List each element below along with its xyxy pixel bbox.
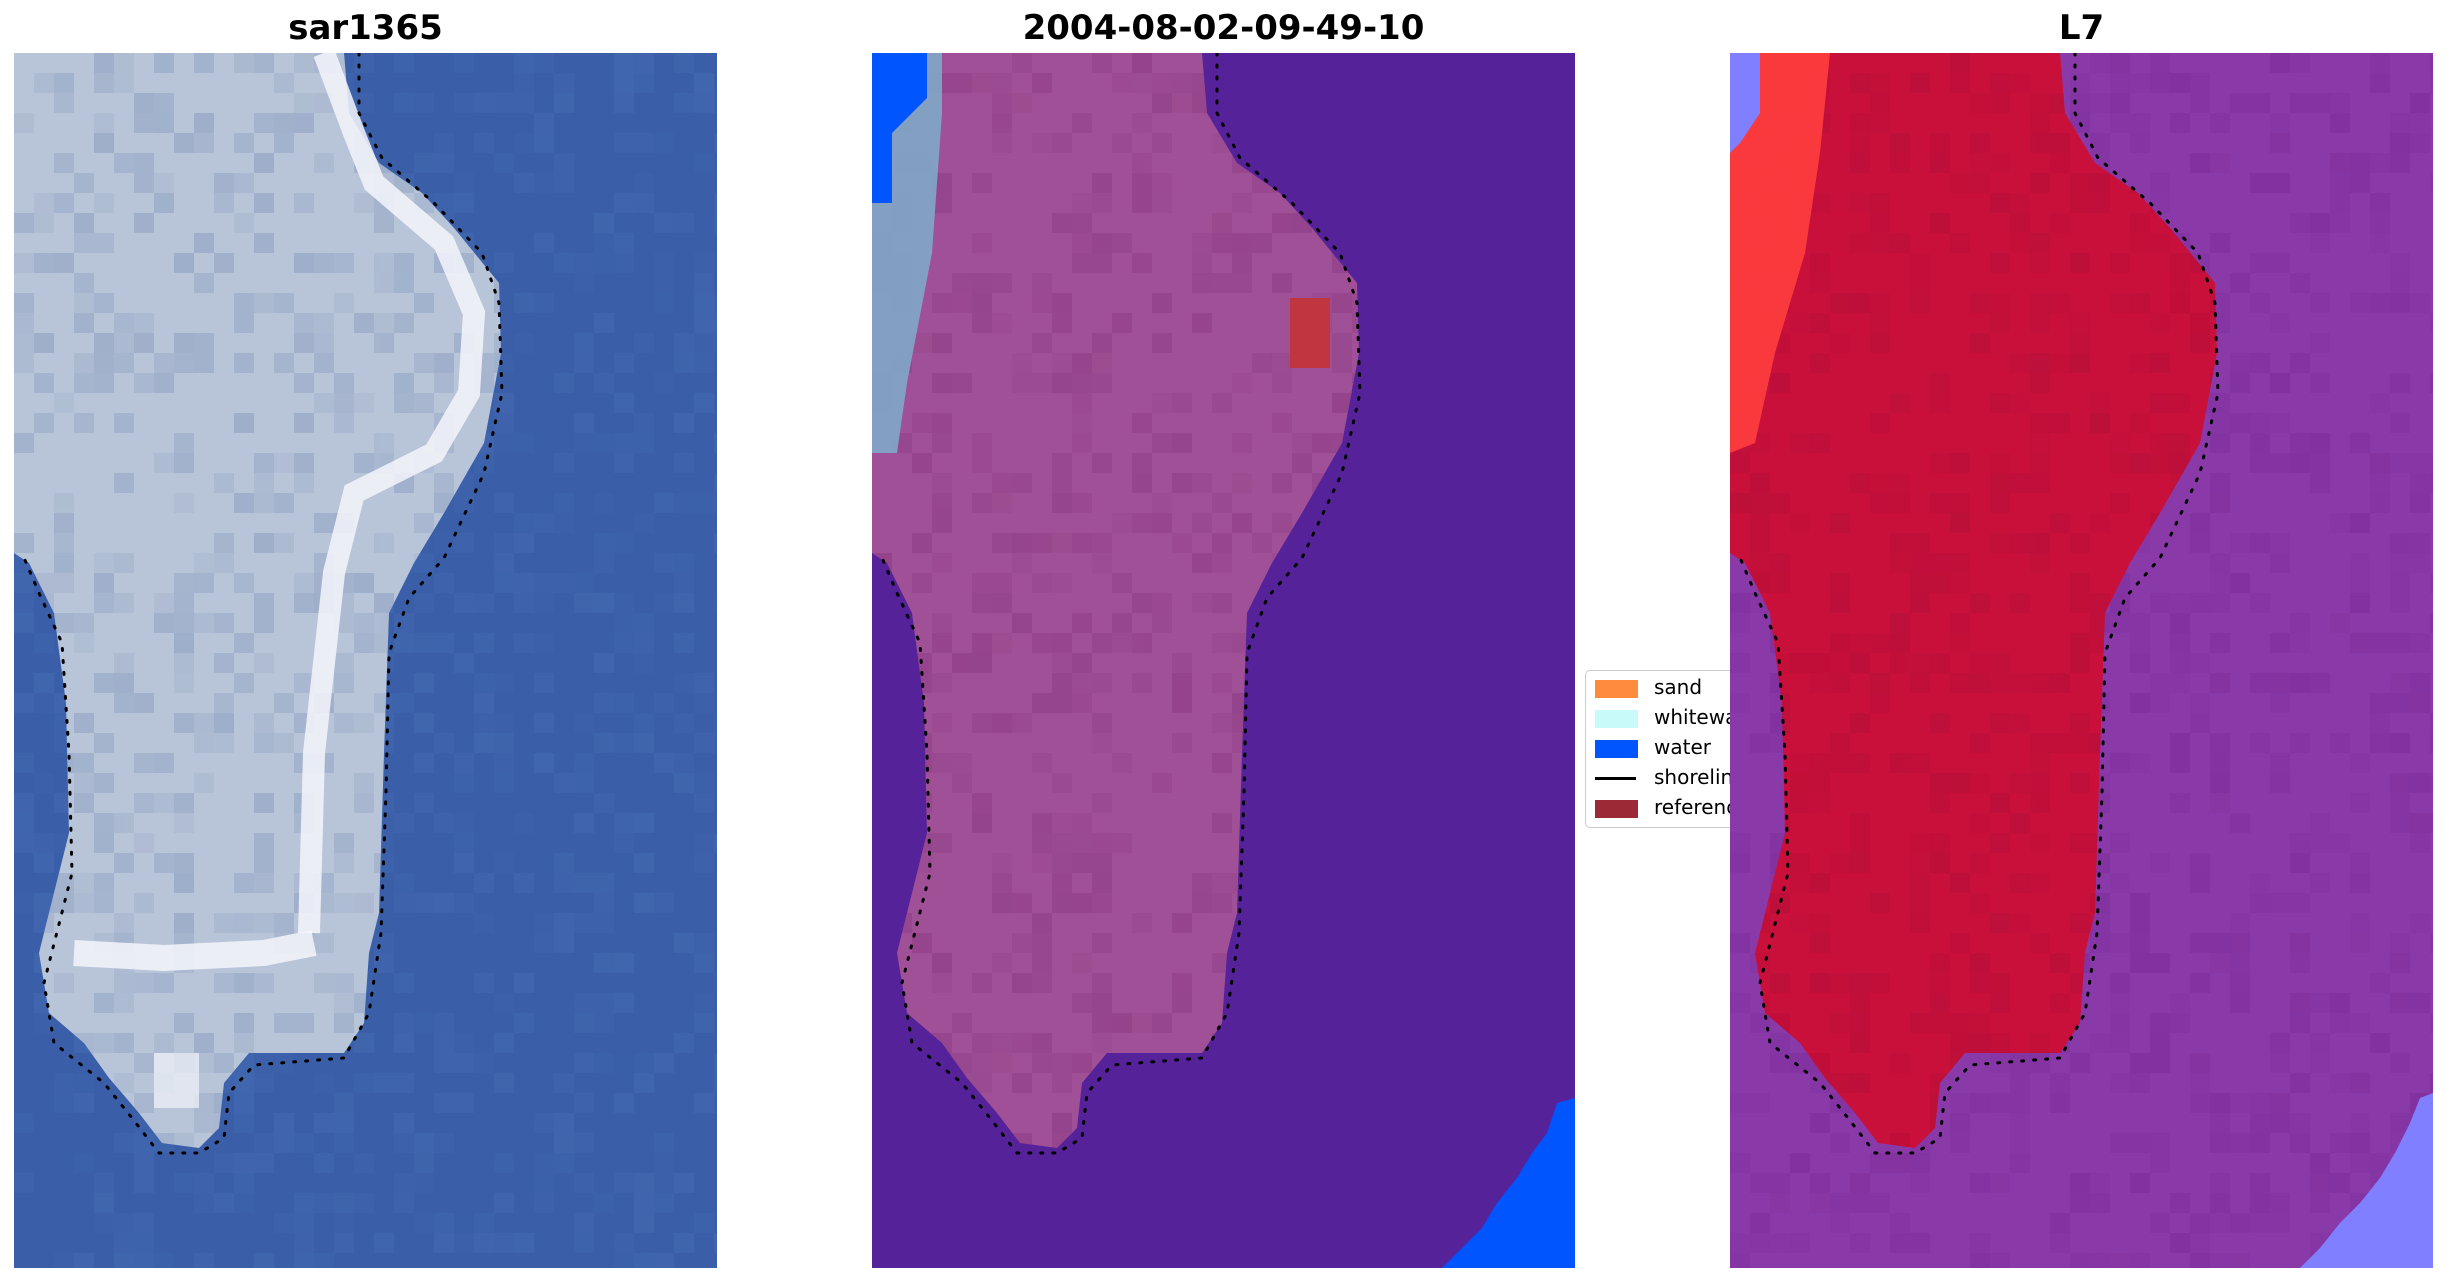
- island-area: [14, 53, 501, 1148]
- shoreline-dots: [878, 53, 1362, 1155]
- legend-swatch-reference-shoreline: [1595, 800, 1638, 818]
- legend-item-shoreline: shoreline: [1586, 763, 1730, 791]
- legend-swatch-water: [1595, 740, 1638, 758]
- blue-corner: [2300, 1093, 2433, 1268]
- panel-title-rgb: sar1365: [288, 8, 443, 48]
- index-image-panel: [1730, 53, 2433, 1268]
- legend-swatch-sand: [1595, 680, 1638, 698]
- reference-patch: [1290, 298, 1330, 368]
- classified-satellite-image: [872, 53, 1575, 1268]
- blue-water-corner: [872, 53, 927, 203]
- panel-title-classification: 2004-08-02-09-49-10: [1022, 8, 1425, 48]
- panel-title-index: L7: [2058, 8, 2105, 48]
- island-area: [1730, 53, 2217, 1148]
- legend-swatch-whitewater: [1595, 710, 1638, 728]
- classification-image-panel: [872, 53, 1575, 1268]
- index-satellite-image: [1730, 53, 2433, 1268]
- legend-item-sand: sand: [1586, 673, 1730, 701]
- legend-line-shoreline: [1595, 777, 1636, 780]
- rgb-satellite-image: [14, 53, 717, 1268]
- shoreline-dots: [1736, 53, 2220, 1155]
- legend-item-reference-shoreline: reference shoreline: [1586, 793, 1730, 821]
- rgb-image-panel: [14, 53, 717, 1268]
- legend: sand whitewater water shoreline referenc…: [1585, 670, 1730, 828]
- island-area: [872, 53, 1359, 1148]
- shoreline-dots: [20, 53, 504, 1155]
- legend-item-water: water: [1586, 733, 1730, 761]
- blue-water-corner: [1442, 1098, 1575, 1268]
- legend-item-whitewater: whitewater: [1586, 703, 1730, 731]
